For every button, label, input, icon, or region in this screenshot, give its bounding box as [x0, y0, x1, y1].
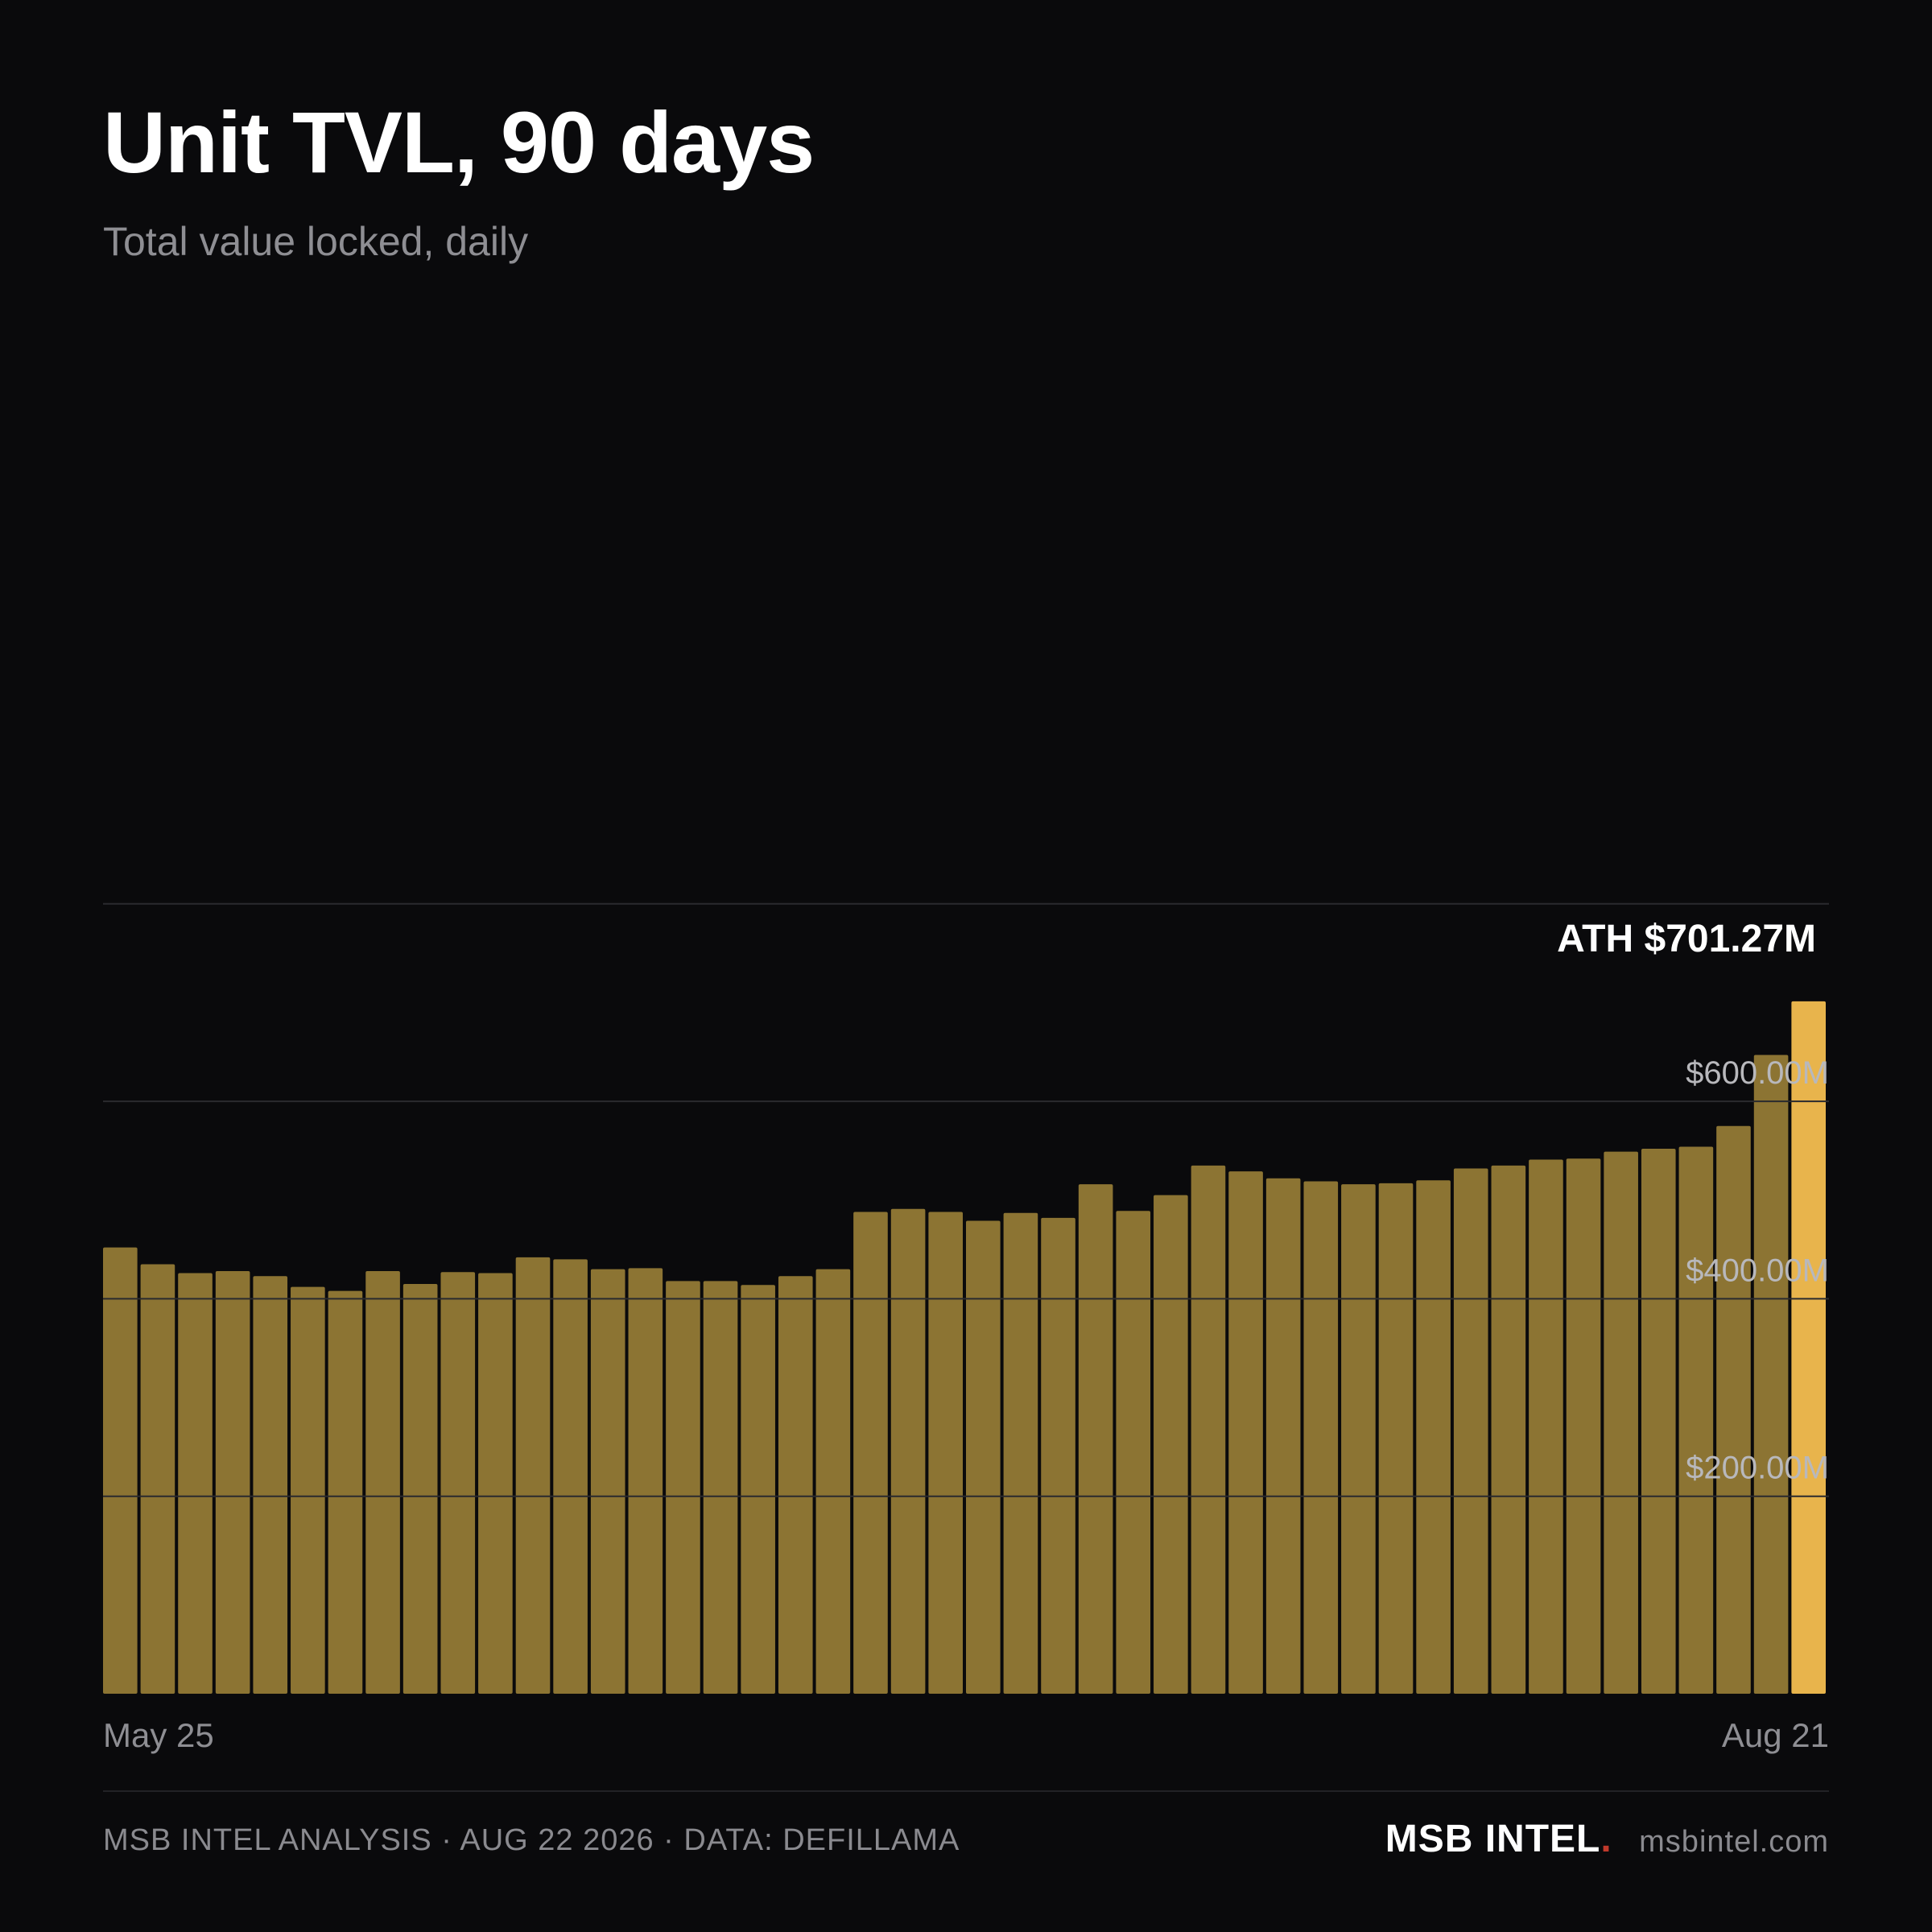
bar [1228, 1171, 1263, 1694]
ath-annotation: ATH $701.27M [1557, 918, 1816, 960]
bar [515, 1257, 551, 1694]
bar [815, 1269, 851, 1694]
bar [1678, 1146, 1714, 1694]
bar [1416, 1180, 1451, 1694]
bar [253, 1276, 288, 1694]
bar [1641, 1148, 1676, 1694]
bar [1491, 1165, 1526, 1694]
bar [928, 1212, 963, 1694]
highlight-bar [1791, 1001, 1826, 1694]
bar [1154, 1195, 1188, 1694]
y-tick-label: $400.00M [1686, 1253, 1829, 1288]
x-start-label: May 25 [103, 1716, 214, 1754]
bar [1378, 1183, 1414, 1694]
bar [103, 1247, 138, 1694]
bar [966, 1220, 1001, 1694]
bar [628, 1268, 663, 1694]
bar [853, 1212, 888, 1694]
bar [1041, 1217, 1075, 1694]
bar [1566, 1158, 1601, 1694]
bar [553, 1259, 588, 1694]
bar [703, 1281, 738, 1694]
x-end-label: Aug 21 [1722, 1716, 1829, 1754]
site-link[interactable]: msbintel.com [1639, 1825, 1829, 1859]
y-tick-label: $600.00M [1686, 1055, 1829, 1091]
bar [178, 1273, 213, 1694]
bar [741, 1285, 775, 1694]
bar [365, 1271, 400, 1694]
bar [440, 1272, 476, 1694]
bar [1716, 1125, 1751, 1694]
bar [1341, 1184, 1376, 1694]
bar [1265, 1178, 1301, 1694]
bar [890, 1208, 926, 1694]
bar [1078, 1184, 1113, 1694]
footer-brand-group: MSB INTEL. msbintel.com [1385, 1816, 1829, 1863]
bar [402, 1284, 438, 1694]
bar [1116, 1211, 1151, 1694]
bar [666, 1281, 700, 1694]
bar [1604, 1151, 1638, 1694]
brand-name: MSB INTEL [1385, 1818, 1601, 1860]
bar [215, 1271, 250, 1694]
bar [328, 1290, 363, 1694]
footer-credit: MSB INTEL ANALYSIS · AUG 22 2026 · DATA:… [103, 1823, 960, 1857]
bar [1303, 1181, 1339, 1694]
bar [1003, 1212, 1038, 1694]
bar [291, 1286, 325, 1694]
bar [778, 1276, 813, 1694]
bar [478, 1273, 513, 1694]
footer-divider [103, 1790, 1829, 1792]
bar [1529, 1159, 1563, 1694]
bar [1753, 1055, 1789, 1694]
bar [1191, 1165, 1226, 1694]
bar [1453, 1168, 1488, 1694]
y-tick-label: $200.00M [1686, 1451, 1829, 1486]
bar [140, 1264, 175, 1694]
bar [590, 1269, 625, 1694]
chart-subtitle: Total value locked, daily [103, 219, 529, 264]
chart-title: Unit TVL, 90 days [103, 93, 815, 191]
brand-dot: . [1600, 1818, 1612, 1860]
